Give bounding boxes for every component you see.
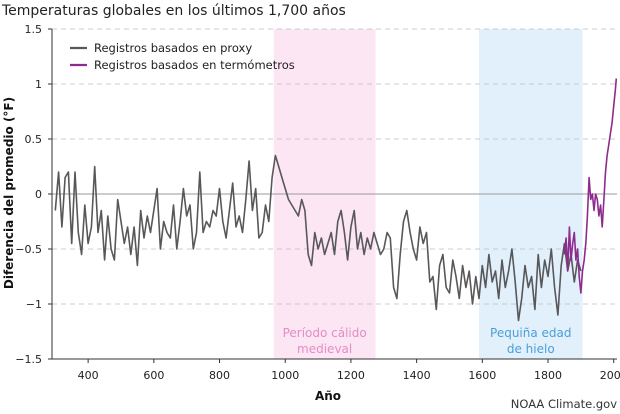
series-line-proxy xyxy=(54,154,582,322)
x-axis-title: Año xyxy=(315,389,341,403)
axes: 1.5 1 0.5 0 −0.5 −1 −1.5 400 600 800 1000 1200 1400 1… xyxy=(15,23,620,382)
legend-label-proxy: Registros basados en proxy xyxy=(94,41,252,55)
period-label-0-line2: medieval xyxy=(297,342,352,356)
x-tick-label-8: 2000 xyxy=(600,369,620,382)
y-tick-label-0: 1.5 xyxy=(25,23,43,36)
period-label-1-line1: Pequiña edad xyxy=(490,326,572,340)
x-tick-label-7: 1800 xyxy=(534,369,562,382)
y-tick-label-2: 0.5 xyxy=(25,133,43,146)
y-axis-title: Diferencia del promedio (°F) xyxy=(2,97,16,289)
x-tick-label-3: 1000 xyxy=(271,369,299,382)
period-label-1-line2: de hielo xyxy=(507,342,555,356)
y-tick-label-4: −0.5 xyxy=(15,243,42,256)
x-tick-label-6: 1600 xyxy=(468,369,496,382)
y-tick-label-1: 1 xyxy=(35,78,42,91)
x-tick-label-2: 800 xyxy=(209,369,230,382)
y-tick-label-6: −1.5 xyxy=(15,353,42,366)
x-tick-label-0: 400 xyxy=(78,369,99,382)
legend-label-thermometer: Registros basados en termómetros xyxy=(94,58,295,72)
x-tick-label-1: 600 xyxy=(143,369,164,382)
x-tick-label-5: 1400 xyxy=(403,369,431,382)
period-labels: Período cálido medieval Pequiña edad de hie… xyxy=(283,326,572,356)
grid-lines xyxy=(52,28,617,305)
chart-title: Temperaturas globales en los últimos 1,7… xyxy=(1,3,346,19)
period-label-0-line1: Período cálido xyxy=(283,326,367,340)
y-tick-label-3: 0 xyxy=(35,188,42,201)
legend: Registros basados en proxy Registros bas… xyxy=(70,41,295,72)
source-credit: NOAA Climate.gov xyxy=(511,397,617,411)
x-tick-label-4: 1200 xyxy=(337,369,365,382)
series-line-thermometer xyxy=(563,78,618,294)
y-tick-label-5: −1 xyxy=(26,298,42,311)
series-layer xyxy=(54,78,618,322)
